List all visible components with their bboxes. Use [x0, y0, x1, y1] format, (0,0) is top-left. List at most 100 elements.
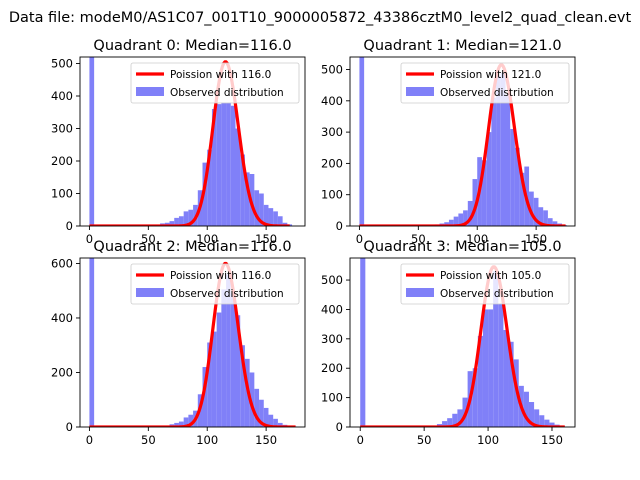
histogram-bar: [235, 128, 241, 226]
legend-label-observed: Observed distribution: [440, 288, 554, 300]
histogram-bar: [544, 419, 550, 427]
legend-bar-swatch: [406, 87, 434, 96]
y-tick-label: 0: [66, 420, 73, 434]
histogram-bar: [444, 222, 449, 226]
legend-box: [130, 62, 300, 104]
legend-label-poisson: Poission with 116.0: [170, 270, 271, 282]
y-tick-label: 100: [321, 391, 343, 405]
histogram-bar: [457, 409, 463, 427]
histogram-bar: [178, 421, 184, 427]
histogram-bar: [482, 309, 489, 427]
histogram-bar: [273, 211, 278, 226]
histogram-bar: [244, 172, 250, 226]
histogram-bar: [493, 271, 499, 427]
histogram-bar: [211, 109, 217, 226]
legend-box: [400, 263, 570, 305]
histogram-bar: [188, 414, 194, 427]
axes-frame: [79, 56, 306, 227]
x-tick-label: 100: [196, 232, 218, 246]
legend-label-poisson: Poission with 121.0: [440, 69, 541, 81]
histogram-bar: [273, 418, 278, 427]
histogram-bar: [211, 331, 217, 427]
histogram-bar: [174, 422, 179, 427]
y-tick-label: 500: [321, 273, 343, 287]
histogram-bar: [442, 421, 448, 427]
x-tick-label: 100: [477, 433, 499, 447]
histogram-bar: [207, 342, 212, 427]
legend: Poission with 116.0 Observed distribution: [130, 62, 300, 104]
histogram-bar: [235, 315, 241, 427]
panels: 0 50 100 150 0 100 200 300 400 500 Poission with 1…: [51, 38, 576, 447]
quadrant-2-panel: 0 50 100 150 0 200 400 600 Poission with 116.0 Ob…: [51, 239, 306, 447]
histogram-bar: [216, 104, 222, 226]
histogram-bar: [529, 191, 534, 226]
histogram-bar: [263, 204, 269, 226]
histogram: [359, 57, 567, 226]
histogram-bar: [543, 210, 548, 226]
histogram-bar: [360, 258, 366, 427]
histogram-bar: [503, 330, 509, 427]
histogram-bar: [259, 193, 264, 226]
histogram-bar: [183, 211, 189, 226]
quadrant-1-panel: 0 50 100 150 0 100 200 300 400 500 Poission with 1…: [321, 38, 576, 246]
histogram-bar: [519, 172, 525, 226]
y-tick-label: 400: [51, 89, 73, 103]
legend-label-observed: Observed distribution: [440, 87, 554, 99]
histogram-bar: [453, 216, 459, 226]
histogram-bar: [216, 312, 222, 427]
histogram-bar: [268, 414, 274, 427]
histogram-bar: [491, 97, 497, 226]
legend: Poission with 105.0 Observed distribution: [400, 263, 570, 305]
y-tick-label: 0: [66, 219, 73, 233]
legend-label-poisson: Poission with 105.0: [440, 270, 541, 282]
histogram-bar: [277, 422, 283, 427]
poisson-curve: [359, 265, 566, 427]
histogram-bar: [202, 162, 208, 226]
histogram-bar: [207, 149, 212, 226]
poisson-curve: [88, 261, 296, 427]
y-tick-label: 200: [321, 156, 343, 170]
figure-title: Data file: modeM0/AS1C07_001T10_90000058…: [9, 10, 632, 26]
x-tick-label: 0: [357, 433, 364, 447]
legend-box: [400, 62, 570, 104]
quadrant-0-title: Quadrant 0: Median=116.0: [93, 38, 291, 54]
histogram-bar: [472, 179, 478, 226]
histogram-bar: [458, 213, 464, 226]
legend-label-observed: Observed distribution: [170, 87, 284, 99]
histogram-bar: [467, 200, 473, 226]
histogram-bar: [221, 289, 227, 427]
quadrant-1-title: Quadrant 1: Median=121.0: [363, 38, 561, 54]
legend-bar-swatch: [406, 288, 434, 297]
histogram-bar: [183, 417, 189, 427]
histogram-bar: [178, 216, 184, 226]
histogram-bar: [447, 418, 453, 427]
legend-label-poisson: Poission with 116.0: [170, 69, 271, 81]
histogram-bar: [508, 341, 514, 427]
y-tick-label: 100: [51, 187, 73, 201]
quadrant-0-panel: 0 50 100 150 0 100 200 300 400 500 Poission with 1…: [51, 38, 306, 246]
histogram-bar: [514, 147, 520, 226]
quadrant-2-title: Quadrant 2: Median=116.0: [93, 239, 291, 255]
x-tick-label: 0: [86, 232, 93, 246]
histogram: [89, 57, 293, 226]
histogram-bar: [277, 216, 283, 226]
legend-box: [130, 263, 300, 305]
histogram-bar: [539, 415, 545, 427]
y-tick-label: 300: [321, 125, 343, 139]
quadrant-3-panel: 0 50 100 150 0 100 200 300 400 500 Poission with 1…: [321, 239, 576, 447]
y-tick-label: 500: [321, 63, 343, 77]
y-tick-label: 500: [51, 57, 73, 71]
x-tick-label: 50: [417, 433, 432, 447]
x-tick-label: 150: [255, 433, 277, 447]
histogram-bar: [226, 102, 231, 226]
poisson-curve: [359, 63, 567, 226]
legend: Poission with 116.0 Observed distribution: [130, 263, 300, 305]
histogram-bar: [477, 335, 483, 427]
histogram-bar: [249, 372, 255, 427]
y-tick-label: 400: [321, 302, 343, 316]
x-tick-label: 0: [356, 232, 363, 246]
histogram-bar: [230, 105, 236, 226]
histogram-bar: [240, 154, 245, 226]
quadrant-3-title: Quadrant 3: Median=105.0: [363, 239, 561, 255]
histogram-bar: [486, 132, 492, 226]
